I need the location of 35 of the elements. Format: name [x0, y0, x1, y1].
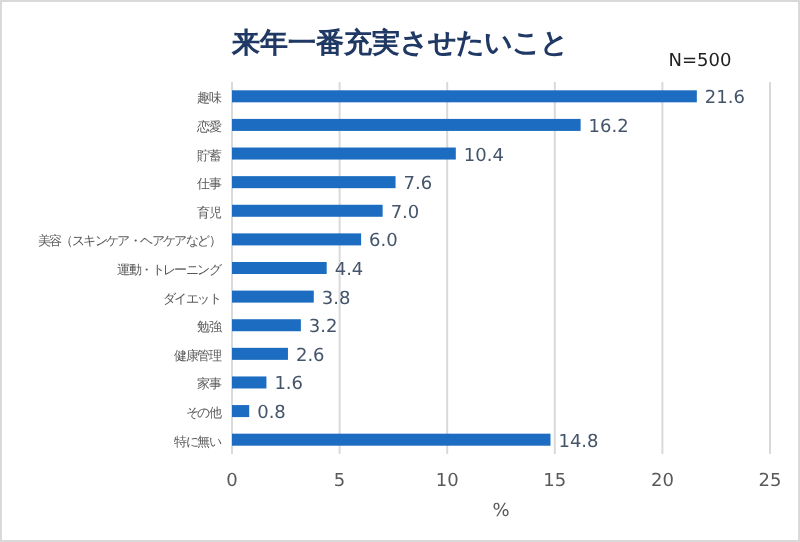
- data-label: 21.6: [704, 89, 746, 110]
- bar: [232, 433, 551, 446]
- bar: [232, 261, 327, 275]
- data-label: 0.8: [257, 404, 287, 425]
- data-label: 16.2: [588, 117, 629, 138]
- x-tick-label: 25: [758, 472, 782, 492]
- data-label: 2.6: [295, 346, 326, 367]
- text: N=500: [668, 52, 732, 72]
- bar: [232, 90, 697, 103]
- bar: [232, 147, 456, 160]
- data-label: 3.8: [321, 289, 351, 310]
- bar: [232, 376, 267, 389]
- bar: [232, 347, 288, 360]
- bar: [232, 405, 250, 418]
- data-label: 1.6: [274, 375, 304, 396]
- bar: [232, 118, 581, 131]
- bar: [232, 204, 383, 217]
- data-label: 3.2: [308, 318, 338, 339]
- bar: [232, 319, 301, 332]
- x-axis-title: %: [492, 502, 511, 522]
- bar: [232, 290, 314, 303]
- data-label: 14.8: [558, 432, 600, 453]
- bar: [232, 176, 396, 189]
- chart-title: 来年一番充実させたいこと: [230, 26, 568, 60]
- bar: [232, 233, 362, 246]
- data-label: 7.6: [403, 175, 433, 196]
- data-label: 6.0: [369, 232, 399, 253]
- x-tick-label: 0: [226, 472, 239, 492]
- x-tick-label: 15: [543, 472, 567, 492]
- data-label: 7.0: [390, 203, 420, 224]
- data-label: 4.4: [334, 261, 364, 281]
- x-tick-label: 5: [333, 472, 346, 492]
- x-tick-label: 20: [650, 472, 675, 492]
- x-tick-label: 10: [435, 472, 460, 492]
- data-label: 10.4: [463, 146, 505, 167]
